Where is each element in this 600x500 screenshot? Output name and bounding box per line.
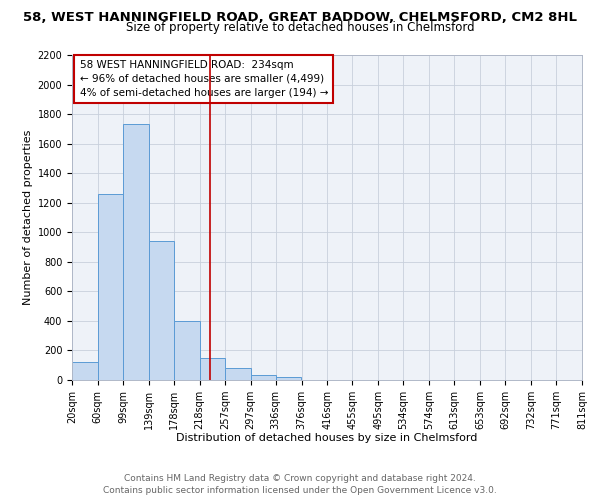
Bar <box>251 375 275 380</box>
Bar <box>123 124 149 380</box>
Y-axis label: Number of detached properties: Number of detached properties <box>23 130 34 305</box>
Bar <box>225 368 251 380</box>
Bar <box>98 194 123 380</box>
X-axis label: Distribution of detached houses by size in Chelmsford: Distribution of detached houses by size … <box>176 434 478 444</box>
Text: 58, WEST HANNINGFIELD ROAD, GREAT BADDOW, CHELMSFORD, CM2 8HL: 58, WEST HANNINGFIELD ROAD, GREAT BADDOW… <box>23 11 577 24</box>
Bar <box>72 362 98 380</box>
Bar <box>276 377 301 380</box>
Bar <box>149 241 174 380</box>
Text: Contains HM Land Registry data © Crown copyright and database right 2024.
Contai: Contains HM Land Registry data © Crown c… <box>103 474 497 495</box>
Bar <box>200 358 225 380</box>
Text: 58 WEST HANNINGFIELD ROAD:  234sqm
← 96% of detached houses are smaller (4,499)
: 58 WEST HANNINGFIELD ROAD: 234sqm ← 96% … <box>80 60 328 98</box>
Bar <box>174 321 200 380</box>
Text: Size of property relative to detached houses in Chelmsford: Size of property relative to detached ho… <box>125 21 475 34</box>
